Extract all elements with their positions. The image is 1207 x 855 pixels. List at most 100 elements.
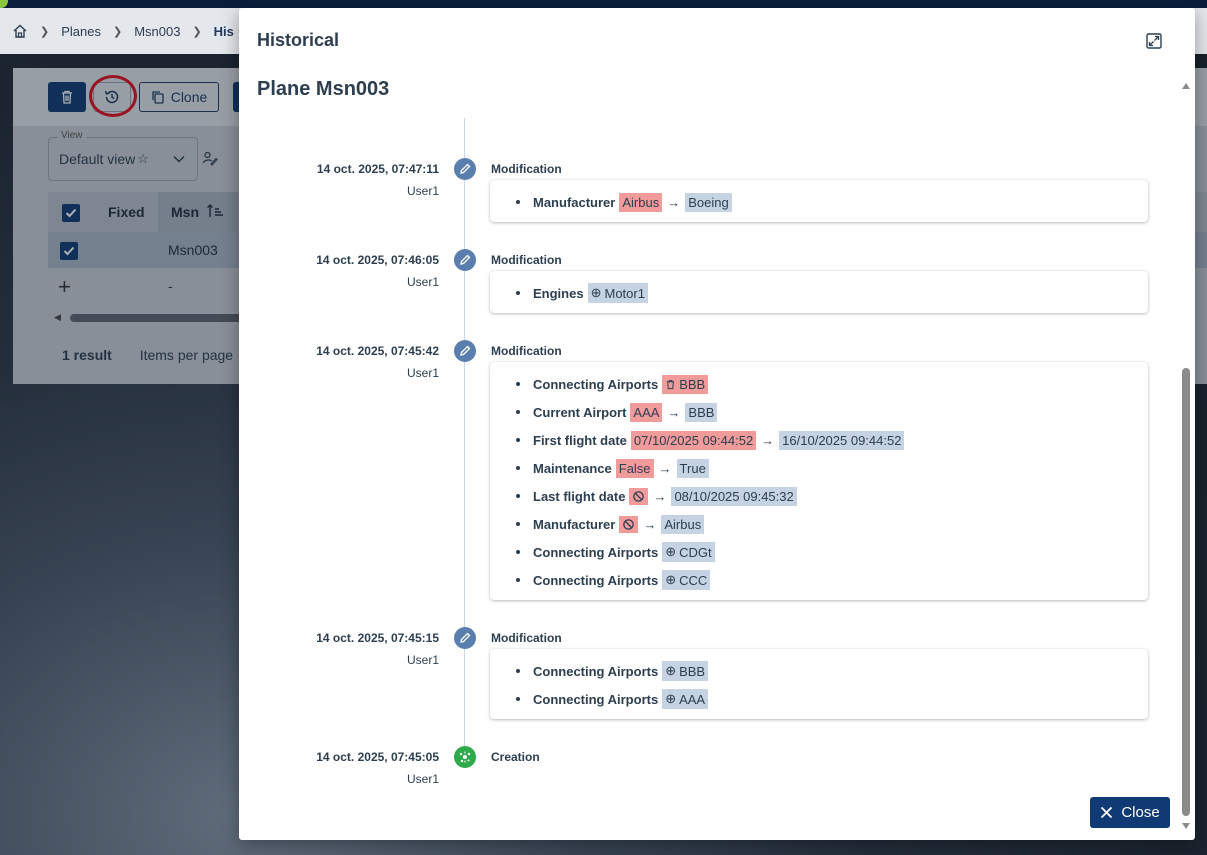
plus-circle-icon: ⊕: [590, 285, 602, 300]
added-value: ⊕ CCC: [662, 570, 711, 590]
change-item: Engines ⊕ Motor1: [514, 279, 1148, 307]
new-value: 08/10/2025 09:45:32: [671, 486, 797, 506]
new-value: Airbus: [661, 514, 705, 534]
close-label: Close: [1121, 804, 1160, 821]
new-value: 16/10/2025 09:44:52: [779, 430, 905, 450]
removed-value-text: BBB: [679, 376, 706, 392]
scroll-down-icon[interactable]: [1182, 822, 1190, 830]
added-value-text: CCC: [679, 572, 708, 588]
cell-msn: -: [168, 278, 173, 294]
event-changes: Engines ⊕ Motor1: [490, 271, 1148, 313]
event-type: Creation: [491, 750, 540, 764]
close-icon: [1101, 806, 1113, 819]
change-field: Manufacturer: [533, 194, 616, 210]
scrollbar-thumb[interactable]: [70, 314, 248, 322]
scrollbar-thumb[interactable]: [1182, 368, 1190, 816]
removed-value: BBB: [662, 374, 709, 394]
old-value: AAA: [630, 402, 663, 422]
event-user: User1: [406, 653, 439, 667]
row-checkbox[interactable]: [60, 242, 78, 260]
arrow-right-icon: →: [643, 516, 657, 532]
added-value: ⊕ AAA: [662, 689, 709, 709]
change-field: Engines: [533, 285, 584, 301]
breadcrumb-item-planes[interactable]: Planes: [61, 23, 101, 39]
added-value-text: AAA: [679, 691, 706, 707]
toolbar-button-partial[interactable]: [233, 82, 243, 112]
vertical-scrollbar[interactable]: [1179, 78, 1193, 838]
table-row-new[interactable]: + -: [48, 268, 1207, 304]
added-value-text: Motor1: [604, 285, 645, 301]
view-value: Default view: [59, 151, 136, 167]
change-item: Connecting Airports ⊕ CCC: [514, 566, 1148, 594]
change-item: First flight date 07/10/2025 09:44:52 → …: [514, 426, 1148, 454]
added-value: ⊕ Motor1: [587, 283, 648, 303]
pencil-icon: [454, 249, 476, 271]
add-row-icon[interactable]: +: [58, 274, 71, 299]
breadcrumb-item-msn[interactable]: Msn003: [134, 23, 181, 39]
copy-icon: [152, 91, 164, 104]
items-per-page-label: Items per page: [139, 347, 234, 363]
creation-icon: [454, 746, 476, 768]
trash-icon: [62, 90, 72, 104]
event-changes: Connecting Airports BBB Current Airport …: [490, 362, 1148, 600]
expand-button[interactable]: [1143, 30, 1165, 52]
edit-view-icon[interactable]: [202, 150, 218, 166]
pencil-icon: [454, 340, 476, 362]
event-date: 14 oct. 2025, 07:45:42: [316, 344, 439, 358]
result-count: 1 result: [62, 347, 112, 363]
change-field: Connecting Airports: [533, 691, 659, 707]
column-header-fixed[interactable]: Fixed: [108, 204, 145, 220]
plus-circle-icon: ⊕: [665, 572, 677, 587]
change-item: Maintenance False → True: [514, 454, 1148, 482]
scroll-left-icon[interactable]: ◀: [54, 312, 61, 322]
event-date: 14 oct. 2025, 07:46:05: [316, 253, 439, 267]
chevron-right-icon: ❯: [40, 25, 50, 38]
column-header-msn-label: Msn: [171, 204, 199, 220]
new-value: BBB: [685, 402, 718, 422]
change-item: Last flight date → 08/10/2025 09:45:32: [514, 482, 1148, 510]
select-all-checkbox[interactable]: [62, 204, 80, 222]
arrow-right-icon: →: [658, 460, 672, 476]
history-dialog: Historical Plane Msn003 14 oct. 2025, 07…: [239, 8, 1195, 840]
change-field: Manufacturer: [533, 516, 616, 532]
close-button[interactable]: Close: [1090, 797, 1170, 828]
pencil-icon: [454, 627, 476, 649]
pencil-icon: [454, 158, 476, 180]
arrow-right-icon: →: [667, 404, 681, 420]
view-select[interactable]: Default view ☆: [48, 137, 198, 181]
history-timeline[interactable]: 14 oct. 2025, 07:47:11 User1 Modificatio…: [239, 118, 1175, 798]
event-user: User1: [406, 772, 439, 786]
plus-circle-icon: ⊕: [665, 544, 677, 559]
record-title: Plane Msn003: [257, 78, 390, 100]
change-item: Connecting Airports ⊕ BBB: [514, 657, 1148, 685]
arrow-right-icon: →: [667, 194, 681, 210]
added-value-text: BBB: [679, 663, 706, 679]
event-type: Modification: [491, 631, 562, 645]
home-icon[interactable]: [12, 23, 28, 39]
view-label: View: [58, 130, 86, 141]
trash-icon: [667, 379, 675, 389]
delete-button[interactable]: [48, 82, 86, 112]
old-value: False: [615, 458, 654, 478]
dialog-title: Historical: [257, 30, 340, 50]
event-user: User1: [406, 184, 439, 198]
scroll-up-icon[interactable]: [1182, 82, 1190, 90]
clone-button[interactable]: Clone: [139, 82, 219, 112]
event-type: Modification: [491, 162, 562, 176]
horizontal-scrollbar[interactable]: ◀: [48, 312, 248, 324]
chevron-right-icon: ❯: [112, 25, 123, 38]
table-footer: 1 result Items per page: [62, 347, 233, 363]
event-type: Modification: [491, 253, 562, 267]
added-value-text: CDGt: [679, 544, 712, 560]
change-item: Current Airport AAA → BBB: [514, 398, 1148, 426]
change-item: Manufacturer Airbus → Boeing: [514, 188, 1148, 216]
added-value: ⊕ CDGt: [662, 542, 715, 562]
clone-label: Clone: [170, 89, 208, 105]
event-date: 14 oct. 2025, 07:47:11: [316, 162, 439, 176]
cell-msn: Msn003: [168, 242, 218, 258]
arrow-right-icon: →: [761, 432, 775, 448]
column-header-msn[interactable]: Msn: [158, 192, 238, 232]
change-item: Connecting Airports BBB: [514, 370, 1148, 398]
new-value: True: [676, 458, 709, 478]
change-field: Last flight date: [533, 488, 626, 504]
